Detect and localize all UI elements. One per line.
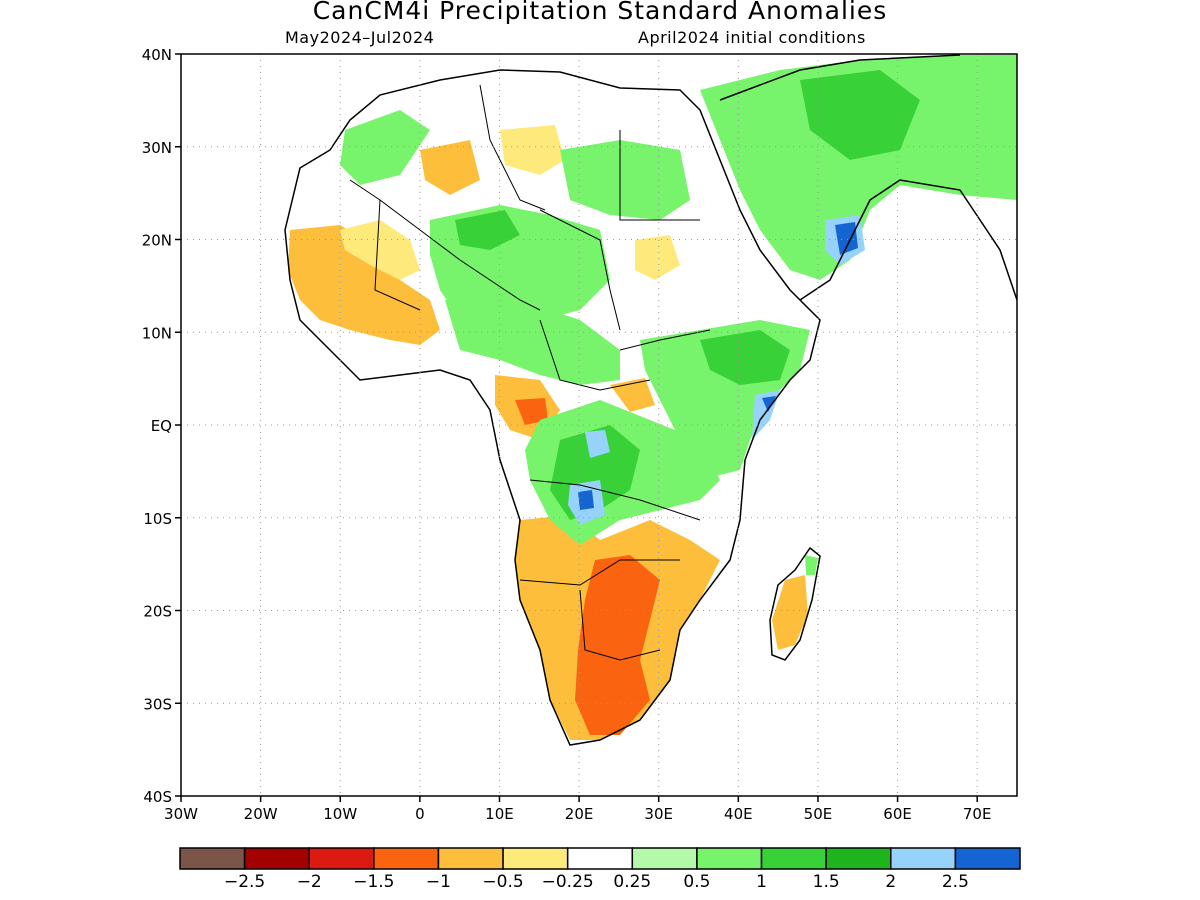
lon-label: 10W [323,805,357,823]
colorbar-swatch [631,847,698,870]
lon-label: 20E [565,805,594,823]
coastlines [284,54,1017,746]
latitude-labels: 40N 30N 20N 10N EQ 10S 20S 30S 40S [142,46,181,806]
lon-label: 60E [883,805,912,823]
forecast-period: May2024–Jul2024 [285,28,435,47]
dry-anomaly-westafrica [288,225,440,345]
colorbar-swatch [825,847,892,870]
lat-label: 40N [142,46,172,64]
lon-label: 70E [963,805,992,823]
initial-conditions: April2024 initial conditions [638,28,866,47]
lon-label: 50E [804,805,833,823]
colorbar-swatch [760,847,827,870]
colorbar-label: 0.25 [613,872,651,892]
colorbar-swatch [566,847,634,870]
wet-anomaly-congo-blue [578,490,594,510]
lat-label: 30S [143,695,172,713]
wet-anomaly-somalia-blue [762,396,776,412]
colorbar-label: 1 [756,872,767,892]
dry-anomaly-sudan [635,235,680,280]
wet-anomaly-oman-blue [835,222,858,255]
lat-label: 20N [142,232,172,250]
graticule [181,54,1017,796]
colorbar-label: 0.5 [683,872,710,892]
colorbar-label: −0.5 [482,872,523,892]
dry-anomaly-gabon-core [515,398,548,425]
dry-anomaly-ethiopia [610,378,655,412]
strong-dry-anomaly-southern [575,555,660,735]
colorbar-label: −0.25 [542,872,594,892]
longitude-labels: 30W 20W 10W 0 10E 20E 30E 40E 50E 60E 70E [164,796,991,823]
wet-anomaly-arabia-core [800,70,920,160]
lon-label: 40E [724,805,753,823]
map-field [285,55,1017,745]
lon-label: 0 [415,805,425,823]
wet-anomaly-egypt-libya [560,140,690,220]
country-borders [349,84,711,661]
colorbar-swatch [373,847,440,870]
wet-anomaly-sahel-core [455,210,520,250]
colorbar-swatch [890,847,957,870]
wet-anomaly-arabia [700,55,1017,280]
colorbar-label: 1.5 [813,872,840,892]
lat-label: 10S [143,510,172,528]
dry-anomaly-westafrica-light [340,220,420,280]
dry-anomaly-north [500,125,565,175]
lon-label: 30W [164,805,198,823]
lat-label: EQ [151,417,172,435]
wet-anomaly-madagascar [805,555,818,575]
wet-anomaly-central [445,300,620,385]
lon-label: 10E [485,805,514,823]
lat-label: 30N [142,139,172,157]
colorbar-label: −1 [426,872,451,892]
wet-anomaly-north [340,110,430,185]
colorbar-swatch [243,847,310,870]
lat-label: 10N [142,324,172,342]
wet-anomaly-eastafrica-core [700,330,790,385]
dry-anomaly-sahara [420,140,480,195]
colorbar-label: −2.5 [224,872,265,892]
colorbar-swatch [437,847,504,870]
lat-label: 20S [143,603,172,621]
map-title: CanCM4i Precipitation Standard Anomalies [312,0,888,25]
colorbar-swatch [696,847,763,870]
colorbar-label: −2 [297,872,322,892]
lat-label: 40S [143,788,172,806]
colorbar-label: −1.5 [353,872,394,892]
colorbar-swatch [308,847,375,870]
colorbar-label: 2 [885,872,896,892]
colorbar-swatch [502,847,569,870]
lon-label: 30E [644,805,673,823]
lon-label: 20W [244,805,278,823]
dry-anomaly-madagascar [772,575,808,650]
colorbar: −2.5 −2 −1.5 −1 −0.5 −0.25 0.25 0.5 1 1.5 2 2.5 [179,847,1021,892]
wet-anomaly-congo-light-blue-1 [585,430,610,458]
colorbar-swatch [179,847,246,870]
colorbar-swatch [954,847,1021,870]
colorbar-label: 2.5 [942,872,969,892]
